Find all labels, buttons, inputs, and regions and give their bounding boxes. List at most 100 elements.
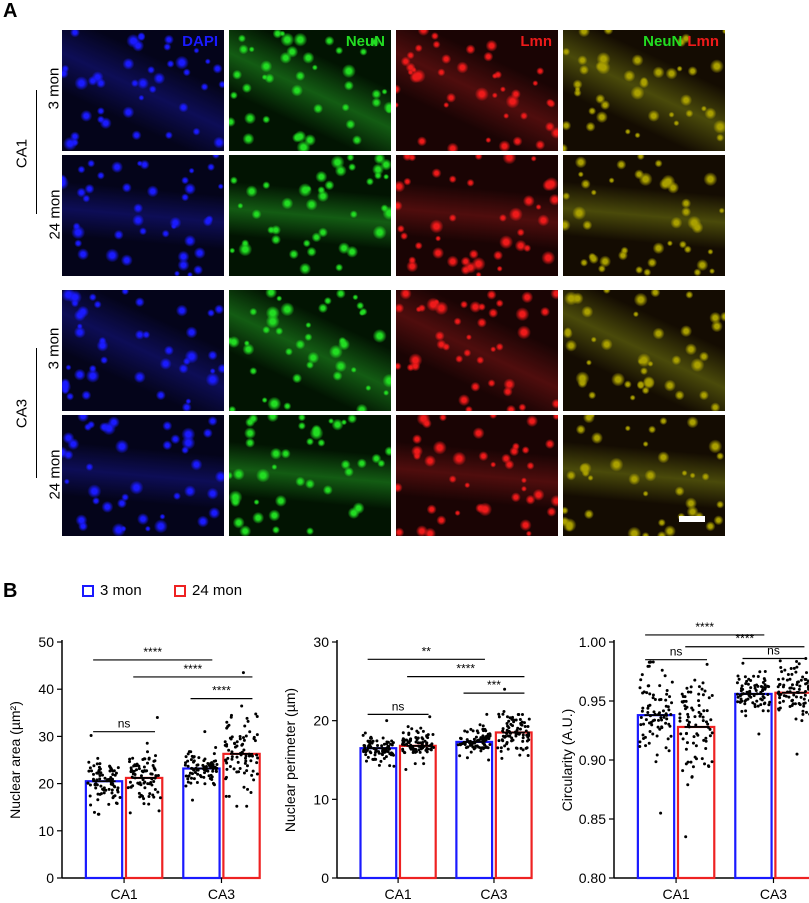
data-point [368, 743, 372, 747]
data-point [377, 763, 381, 767]
data-point [380, 744, 384, 748]
data-point [184, 761, 188, 765]
data-point [658, 727, 662, 731]
data-point [228, 764, 232, 768]
data-point [668, 724, 672, 728]
data-point [458, 736, 462, 740]
data-point [786, 673, 790, 677]
data-point [736, 674, 740, 678]
data-point [762, 702, 766, 706]
data-point [710, 693, 714, 697]
data-point [752, 694, 756, 698]
data-point [737, 677, 741, 681]
significance-label: **** [143, 645, 162, 659]
data-point [240, 704, 244, 708]
data-point [141, 778, 145, 782]
data-point [225, 720, 229, 724]
data-point [230, 735, 234, 739]
scale-bar [679, 516, 705, 522]
data-point [497, 715, 501, 719]
data-point [501, 739, 505, 743]
panel-a-letter: A [3, 0, 18, 22]
data-point [235, 740, 239, 744]
data-point [641, 706, 645, 710]
data-point [197, 756, 201, 760]
legend-label-3mon: 3 mon [100, 582, 142, 599]
micro-lmn-row4 [396, 415, 558, 536]
data-point [86, 781, 90, 785]
column-label-lmn: Lmn [520, 33, 552, 50]
data-point [210, 778, 214, 782]
data-point [421, 741, 425, 745]
data-point [142, 797, 146, 801]
data-point [703, 689, 707, 693]
data-point [694, 744, 698, 748]
data-point [236, 760, 240, 764]
data-point [779, 665, 783, 669]
y-tick-label: 0.95 [579, 693, 606, 709]
data-point [245, 769, 249, 773]
data-point [650, 723, 654, 727]
data-point [697, 704, 701, 708]
data-point [795, 659, 799, 663]
data-point [505, 742, 509, 746]
data-point [155, 716, 159, 720]
data-point [796, 680, 800, 684]
data-point [91, 777, 95, 781]
data-point [684, 699, 688, 703]
data-point [781, 685, 785, 689]
data-point [488, 732, 492, 736]
data-point [664, 746, 668, 750]
data-point [429, 748, 433, 752]
data-point [702, 709, 706, 713]
data-point [481, 724, 485, 728]
data-point [685, 705, 689, 709]
data-point [109, 782, 113, 786]
data-point [743, 675, 747, 679]
data-point [501, 712, 505, 716]
data-point [401, 731, 405, 735]
data-point [806, 679, 809, 683]
data-point [760, 698, 764, 702]
data-point [87, 769, 91, 773]
data-point [137, 767, 141, 771]
data-point [192, 777, 196, 781]
data-point [795, 752, 799, 756]
data-point [249, 759, 253, 763]
data-point [107, 802, 111, 806]
data-point [146, 782, 150, 786]
data-point [684, 747, 688, 751]
data-point [244, 734, 248, 738]
y-tick-label: 0 [321, 870, 329, 886]
data-point [95, 762, 99, 766]
data-point [385, 719, 389, 723]
data-point [202, 775, 206, 779]
data-point [223, 740, 227, 744]
data-point [204, 764, 208, 768]
data-point [681, 700, 685, 704]
data-point [196, 772, 200, 776]
data-point [739, 689, 743, 693]
data-point [416, 731, 420, 735]
data-point [415, 736, 419, 740]
data-point [700, 757, 704, 761]
legend-label-24mon: 24 mon [192, 582, 243, 599]
data-point [143, 769, 147, 773]
data-point [741, 661, 745, 665]
data-point [641, 691, 645, 695]
data-point [665, 692, 669, 696]
data-point [238, 737, 242, 741]
data-point [694, 723, 698, 727]
data-point [666, 737, 670, 741]
y-tick-label: 0.80 [579, 870, 606, 886]
data-point [524, 729, 528, 733]
data-point [485, 712, 489, 716]
data-point [142, 757, 146, 761]
data-point [116, 786, 120, 790]
data-point [382, 742, 386, 746]
data-point [736, 695, 740, 699]
data-point [458, 754, 462, 758]
data-point [255, 753, 259, 757]
data-point [390, 743, 394, 747]
data-point [689, 690, 693, 694]
